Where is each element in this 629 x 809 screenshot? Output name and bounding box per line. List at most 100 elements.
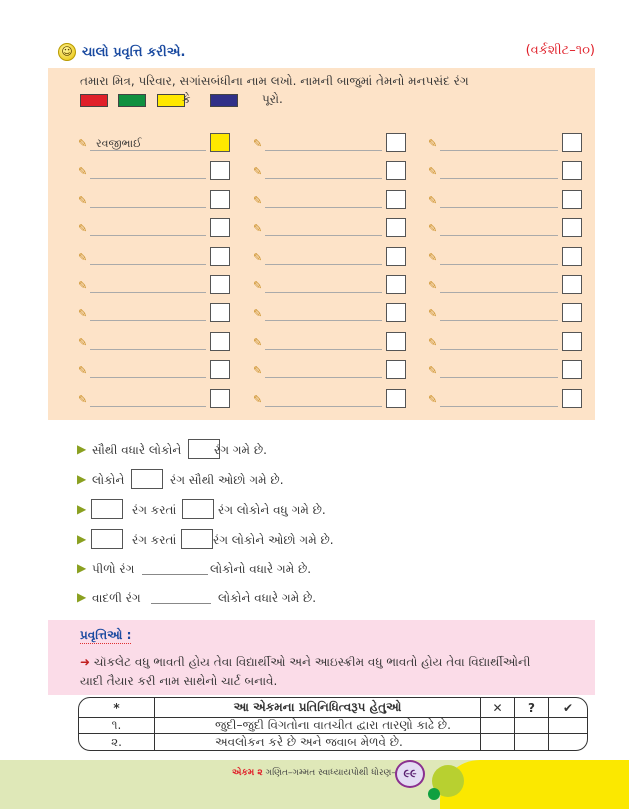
name-input-line[interactable] bbox=[90, 405, 206, 407]
name-input-line[interactable] bbox=[265, 320, 382, 322]
cell-q[interactable] bbox=[515, 734, 549, 750]
answer-line[interactable] bbox=[142, 574, 208, 575]
name-input-line[interactable] bbox=[265, 348, 382, 350]
color-box[interactable] bbox=[210, 246, 230, 266]
color-box[interactable] bbox=[210, 303, 230, 323]
pencil-icon: ✎ bbox=[428, 335, 438, 349]
name-input-line[interactable] bbox=[440, 348, 558, 350]
name-entry: રવજીભાઈ bbox=[96, 137, 142, 150]
color-box[interactable] bbox=[210, 133, 230, 152]
name-input-line[interactable] bbox=[265, 235, 382, 237]
cell-q[interactable] bbox=[515, 718, 549, 734]
col-heading: આ એકમના પ્રતિનિધિત્વરૂપ હેતુઓ bbox=[155, 698, 481, 718]
name-input-line[interactable] bbox=[90, 178, 206, 180]
objectives-table: * આ એકમના પ્રતિનિધિત્વરૂપ હેતુઓ ✕ ? ✔ ૧.… bbox=[78, 697, 588, 751]
answer-box[interactable] bbox=[188, 439, 220, 459]
color-box[interactable] bbox=[562, 331, 582, 351]
color-box[interactable] bbox=[386, 388, 406, 408]
activities-panel bbox=[48, 620, 595, 695]
name-input-line[interactable] bbox=[265, 178, 382, 180]
answer-box[interactable] bbox=[91, 499, 123, 519]
color-box[interactable] bbox=[386, 133, 406, 152]
name-input-line[interactable] bbox=[90, 206, 206, 208]
name-input-line[interactable] bbox=[440, 235, 558, 237]
pencil-icon: ✎ bbox=[253, 335, 263, 349]
answer-box[interactable] bbox=[131, 469, 163, 489]
name-input-line[interactable] bbox=[265, 377, 382, 379]
pencil-icon: ✎ bbox=[78, 193, 88, 207]
color-swatch bbox=[157, 94, 185, 107]
name-input-line[interactable] bbox=[265, 405, 382, 407]
pencil-icon: ✎ bbox=[78, 392, 88, 406]
color-box[interactable] bbox=[562, 246, 582, 266]
name-input-line[interactable] bbox=[265, 292, 382, 293]
color-box[interactable] bbox=[386, 303, 406, 323]
color-box[interactable] bbox=[562, 218, 582, 238]
color-box[interactable] bbox=[386, 218, 406, 238]
color-box[interactable] bbox=[562, 275, 582, 294]
cell-x[interactable] bbox=[481, 734, 515, 750]
color-swatch bbox=[80, 94, 108, 107]
cell-check[interactable] bbox=[549, 734, 587, 750]
row-text: જુદી–જુદી વિગતોના વાતચીત દ્વારા તારણો કા… bbox=[155, 718, 481, 734]
table-header: * આ એકમના પ્રતિનિધિત્વરૂપ હેતુઓ ✕ ? ✔ bbox=[79, 698, 587, 718]
pencil-icon: ✎ bbox=[78, 250, 88, 264]
color-box[interactable] bbox=[210, 189, 230, 209]
name-input-line[interactable] bbox=[265, 206, 382, 208]
color-box[interactable] bbox=[210, 218, 230, 238]
color-box[interactable] bbox=[562, 303, 582, 323]
bullet-arrow-icon: ▶ bbox=[77, 590, 87, 604]
name-input-line[interactable] bbox=[440, 263, 558, 265]
color-box[interactable] bbox=[562, 360, 582, 380]
color-box[interactable] bbox=[386, 161, 406, 181]
color-box[interactable] bbox=[210, 275, 230, 294]
color-box[interactable] bbox=[386, 331, 406, 351]
pencil-icon: ✎ bbox=[78, 307, 88, 321]
color-box[interactable] bbox=[386, 246, 406, 266]
cell-check[interactable] bbox=[549, 718, 587, 734]
answer-line[interactable] bbox=[151, 603, 211, 604]
instruction-text: તમારા મિત્ર, પરિવાર, સગાંસબંધીના નામ લખો… bbox=[80, 74, 469, 88]
pencil-icon: ✎ bbox=[253, 307, 263, 321]
answer-box[interactable] bbox=[182, 499, 214, 519]
name-input-line[interactable] bbox=[90, 150, 206, 151]
color-box[interactable] bbox=[386, 189, 406, 209]
name-input-line[interactable] bbox=[440, 206, 558, 208]
color-box[interactable] bbox=[562, 161, 582, 181]
worksheet-label: (વર્કશીટ–૧૦) bbox=[525, 43, 595, 58]
name-input-line[interactable] bbox=[90, 320, 206, 322]
color-box[interactable] bbox=[562, 388, 582, 408]
color-box[interactable] bbox=[386, 360, 406, 380]
name-input-line[interactable] bbox=[265, 263, 382, 265]
name-input-line[interactable] bbox=[440, 150, 558, 151]
color-box[interactable] bbox=[210, 388, 230, 408]
table-row: ૨. અવલોકન કરે છે અને જવાબ મેળવે છે. bbox=[79, 734, 587, 750]
name-input-line[interactable] bbox=[440, 178, 558, 180]
activities-item: ➜ ચૉકલેટ વધુ ભાવતી હોય તેવા વિદ્યાર્થીઓ … bbox=[80, 653, 550, 691]
name-input-line[interactable] bbox=[90, 292, 206, 293]
col-star: * bbox=[79, 698, 155, 718]
color-box[interactable] bbox=[210, 360, 230, 380]
name-input-line[interactable] bbox=[440, 377, 558, 379]
table-row: ૧. જુદી–જુદી વિગતોના વાતચીત દ્વારા તારણો … bbox=[79, 718, 587, 734]
bullet-arrow-icon: ▶ bbox=[77, 561, 87, 575]
answer-box[interactable] bbox=[181, 529, 213, 549]
name-input-line[interactable] bbox=[90, 263, 206, 265]
pencil-icon: ✎ bbox=[428, 364, 438, 378]
name-input-line[interactable] bbox=[90, 235, 206, 237]
bullet-arrow-icon: ▶ bbox=[77, 502, 87, 516]
name-input-line[interactable] bbox=[90, 348, 206, 350]
name-input-line[interactable] bbox=[440, 405, 558, 407]
activity-title: ☺ ચાલો પ્રવૃત્તિ કરીએ. bbox=[58, 43, 185, 61]
name-input-line[interactable] bbox=[440, 292, 558, 293]
name-input-line[interactable] bbox=[90, 377, 206, 379]
name-input-line[interactable] bbox=[265, 150, 382, 151]
color-box[interactable] bbox=[562, 189, 582, 209]
color-box[interactable] bbox=[386, 275, 406, 294]
cell-x[interactable] bbox=[481, 718, 515, 734]
color-box[interactable] bbox=[210, 161, 230, 181]
answer-box[interactable] bbox=[91, 529, 123, 549]
name-input-line[interactable] bbox=[440, 320, 558, 322]
color-box[interactable] bbox=[562, 133, 582, 152]
color-box[interactable] bbox=[210, 331, 230, 351]
